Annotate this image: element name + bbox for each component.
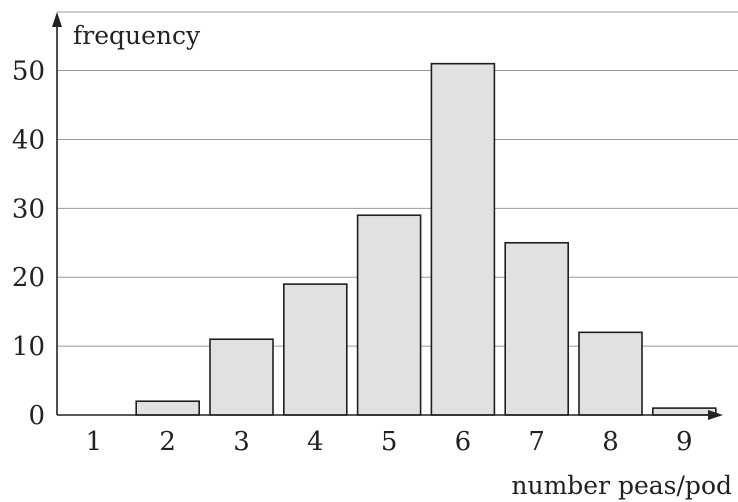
bar-9 xyxy=(651,407,717,416)
x-tick-label: 8 xyxy=(602,427,619,457)
y-tick-labels: 0 10 20 30 40 50 xyxy=(12,57,45,431)
x-tick-label: 5 xyxy=(381,427,398,457)
y-tick-label: 0 xyxy=(28,401,45,431)
x-tick-label: 4 xyxy=(307,427,324,457)
y-tick-label: 10 xyxy=(12,332,45,362)
y-tick-label: 50 xyxy=(12,57,45,87)
bar-2 xyxy=(135,400,200,416)
bar-4 xyxy=(282,283,348,416)
x-tick-label: 3 xyxy=(233,427,250,457)
x-tick-labels: 1 2 3 4 5 6 7 8 9 xyxy=(86,427,693,457)
bar-3 xyxy=(209,338,274,416)
x-tick-label: 7 xyxy=(528,427,545,457)
y-tick-label: 20 xyxy=(12,263,45,293)
bar-7 xyxy=(504,241,570,416)
y-tick-label: 40 xyxy=(12,125,45,155)
x-axis-title: number peas/pod xyxy=(511,471,732,500)
x-axis-arrow-icon xyxy=(708,410,723,420)
bar-6 xyxy=(430,62,496,416)
y-axis-arrow-icon xyxy=(52,12,62,27)
bar-8 xyxy=(578,331,643,416)
x-tick-label: 9 xyxy=(676,427,693,457)
y-axis-title: frequency xyxy=(73,21,201,50)
y-tick-label: 30 xyxy=(12,194,45,224)
bar-5 xyxy=(356,214,422,416)
x-tick-label: 6 xyxy=(455,427,472,457)
x-tick-label: 1 xyxy=(86,427,103,457)
bars xyxy=(135,62,717,416)
x-tick-label: 2 xyxy=(159,427,176,457)
axes xyxy=(52,12,723,420)
